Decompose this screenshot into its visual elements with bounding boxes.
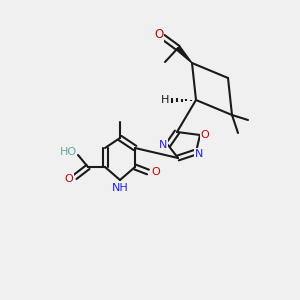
Text: H: H: [161, 95, 169, 105]
Text: HO: HO: [59, 147, 76, 157]
Text: O: O: [201, 130, 209, 140]
Text: N: N: [195, 149, 203, 159]
Text: NH: NH: [112, 183, 128, 193]
Polygon shape: [176, 46, 192, 63]
Text: N: N: [159, 140, 167, 150]
Text: O: O: [154, 28, 164, 41]
Text: O: O: [152, 167, 160, 177]
Text: O: O: [64, 174, 74, 184]
